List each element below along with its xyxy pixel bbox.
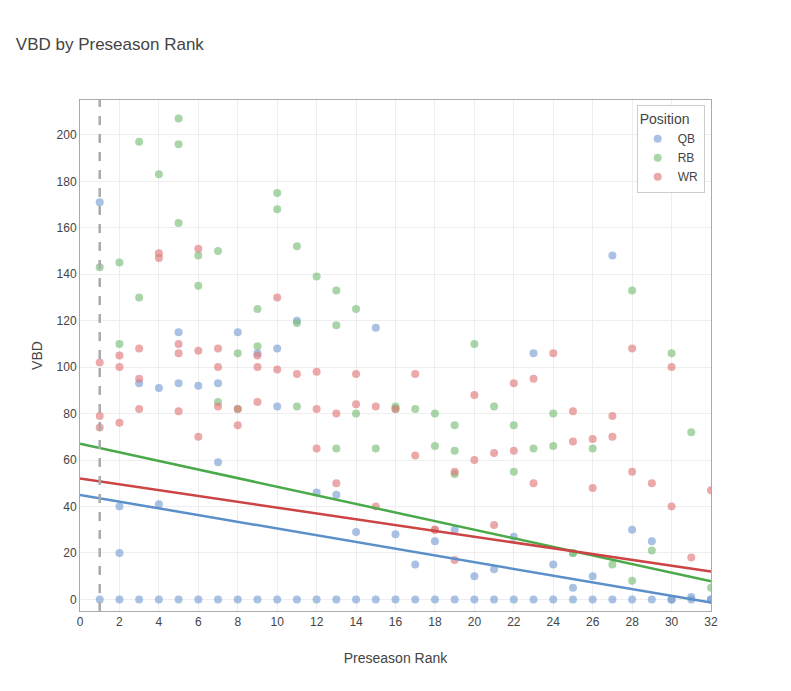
svg-text:0: 0	[77, 615, 84, 629]
svg-text:WR: WR	[678, 170, 698, 184]
svg-text:160: 160	[57, 221, 77, 235]
svg-text:Preseason Rank: Preseason Rank	[344, 650, 449, 666]
svg-text:180: 180	[57, 175, 77, 189]
svg-text:Position: Position	[640, 111, 690, 127]
svg-text:0: 0	[70, 593, 77, 607]
svg-text:10: 10	[271, 615, 285, 629]
svg-text:28: 28	[625, 615, 639, 629]
svg-text:QB: QB	[678, 132, 695, 146]
svg-text:12: 12	[310, 615, 324, 629]
svg-text:30: 30	[665, 615, 679, 629]
svg-text:18: 18	[428, 615, 442, 629]
svg-text:80: 80	[63, 407, 77, 421]
svg-text:200: 200	[57, 128, 77, 142]
svg-text:26: 26	[586, 615, 600, 629]
svg-text:VBD by Preseason Rank: VBD by Preseason Rank	[16, 35, 205, 54]
svg-text:60: 60	[63, 453, 77, 467]
svg-text:2: 2	[116, 615, 123, 629]
svg-text:16: 16	[389, 615, 403, 629]
svg-text:22: 22	[507, 615, 521, 629]
svg-text:4: 4	[156, 615, 163, 629]
svg-text:32: 32	[704, 615, 718, 629]
svg-text:6: 6	[195, 615, 202, 629]
svg-text:20: 20	[63, 546, 77, 560]
svg-text:40: 40	[63, 500, 77, 514]
svg-text:100: 100	[57, 360, 77, 374]
svg-text:RB: RB	[678, 151, 695, 165]
svg-text:120: 120	[57, 314, 77, 328]
svg-text:8: 8	[234, 615, 241, 629]
svg-text:VBD: VBD	[29, 341, 45, 370]
svg-text:20: 20	[468, 615, 482, 629]
svg-text:14: 14	[349, 615, 363, 629]
svg-text:24: 24	[547, 615, 561, 629]
svg-text:140: 140	[57, 267, 77, 281]
